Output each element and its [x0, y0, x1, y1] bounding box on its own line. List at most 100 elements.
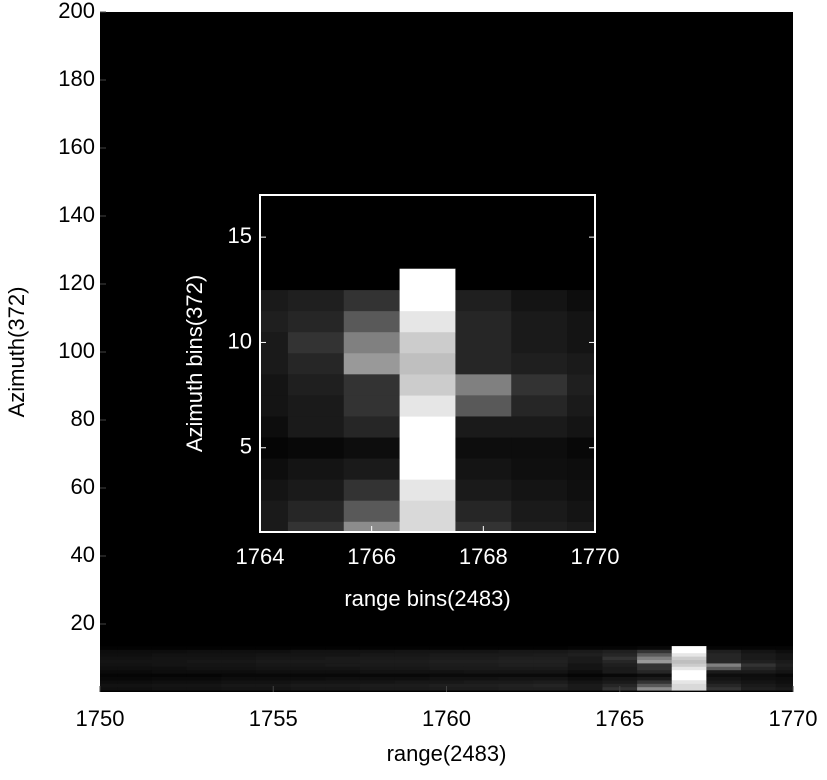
heatmap-cell: [429, 652, 465, 657]
heatmap-cell: [255, 669, 291, 674]
heatmap-cell: [325, 656, 361, 660]
heatmap-cell: [498, 686, 534, 691]
heatmap-cell: [637, 663, 673, 667]
heatmap-cell: [117, 656, 153, 660]
heatmap-cell: [290, 680, 326, 684]
heatmap-cell: [221, 683, 257, 688]
heatmap-cell: [260, 395, 289, 417]
heatmap-cell: [741, 652, 776, 657]
heatmap-cell: [399, 437, 456, 459]
heatmap-cell: [429, 649, 465, 654]
heatmap-cell: [359, 683, 395, 688]
heatmap-cell: [533, 680, 569, 684]
heatmap-cell: [100, 683, 118, 688]
heatmap-cell: [637, 659, 673, 664]
heatmap-cells: [100, 646, 793, 691]
heatmap-cell: [567, 680, 603, 684]
heatmap-cell: [511, 374, 568, 396]
heatmap-cell: [637, 656, 673, 660]
heatmap-cell: [741, 659, 776, 664]
heatmap-cell: [290, 683, 326, 688]
heatmap-cell: [533, 683, 569, 688]
heatmap-cell: [151, 680, 187, 684]
heatmap-cell: [186, 652, 222, 657]
heatmap-cell: [775, 683, 793, 688]
heatmap-cell: [151, 673, 187, 677]
heatmap-cell: [186, 646, 222, 650]
heatmap-cell: [775, 656, 793, 660]
heatmap-cell: [567, 646, 603, 650]
heatmap-cell: [260, 500, 289, 522]
y-tick-label: 140: [58, 202, 95, 227]
heatmap-cell: [221, 652, 257, 657]
heatmap-cell: [100, 666, 118, 671]
heatmap-cell: [255, 683, 291, 688]
heatmap-cell: [511, 437, 568, 459]
heatmap-cell: [637, 683, 673, 688]
heatmap-cell: [498, 666, 534, 671]
heatmap-cell: [775, 669, 793, 674]
heatmap-cell: [359, 646, 395, 650]
heatmap-cell: [775, 663, 793, 667]
heatmap-cell: [186, 680, 222, 684]
heatmap-cell: [399, 500, 456, 522]
heatmap-cell: [533, 656, 569, 660]
heatmap-cell: [290, 669, 326, 674]
heatmap-cell: [100, 649, 118, 654]
heatmap-cell: [290, 659, 326, 664]
x-tick-label: 1766: [347, 544, 396, 569]
heatmap-cell: [533, 646, 569, 650]
heatmap-cell: [671, 659, 707, 664]
heatmap-cell: [151, 659, 187, 664]
heatmap-cell: [463, 656, 499, 660]
heatmap-cell: [455, 395, 512, 417]
heatmap-cell: [255, 680, 291, 684]
heatmap-cell: [221, 676, 257, 681]
heatmap-cell: [343, 331, 400, 354]
heatmap-cell: [343, 458, 400, 480]
heatmap-cell: [511, 416, 568, 438]
heatmap-cell: [511, 268, 568, 291]
heatmap-cell: [186, 663, 222, 667]
heatmap-cell: [399, 395, 456, 417]
heatmap-cell: [602, 669, 638, 674]
heatmap-cell: [287, 500, 345, 522]
heatmap-cell: [567, 673, 603, 677]
heatmap-cell: [151, 649, 187, 654]
y-tick-label: 40: [71, 542, 95, 567]
heatmap-cell: [498, 656, 534, 660]
heatmap-cell: [671, 669, 707, 674]
heatmap-cell: [533, 663, 569, 667]
heatmap-cell: [343, 289, 400, 312]
heatmap-cell: [567, 352, 595, 375]
heatmap-cell: [287, 331, 345, 354]
heatmap-cell: [533, 686, 569, 691]
heatmap-cell: [359, 686, 395, 691]
heatmap-cell: [741, 649, 776, 654]
heatmap-cell: [455, 352, 512, 375]
heatmap-cell: [151, 686, 187, 691]
heatmap-cell: [511, 479, 568, 501]
heatmap-cell: [533, 652, 569, 657]
heatmap-cell: [260, 289, 289, 312]
heatmap-cell: [567, 331, 595, 354]
heatmap-cell: [775, 659, 793, 664]
heatmap-cell: [671, 656, 707, 660]
heatmap-cell: [100, 656, 118, 660]
heatmap-cell: [637, 673, 673, 677]
heatmap-cell: [429, 683, 465, 688]
y-tick-label: 80: [71, 406, 95, 431]
heatmap-cell: [637, 652, 673, 657]
heatmap-cell: [498, 663, 534, 667]
y-tick-label: 5: [240, 434, 252, 459]
x-tick-label: 1770: [571, 544, 620, 569]
heatmap-cell: [399, 352, 456, 375]
heatmap-cell: [455, 374, 512, 396]
heatmap-cell: [602, 659, 638, 664]
heatmap-cell: [260, 331, 289, 354]
heatmap-cell: [567, 676, 603, 681]
heatmap-cell: [399, 479, 456, 501]
heatmap-cell: [706, 656, 742, 660]
heatmap-cell: [706, 680, 742, 684]
